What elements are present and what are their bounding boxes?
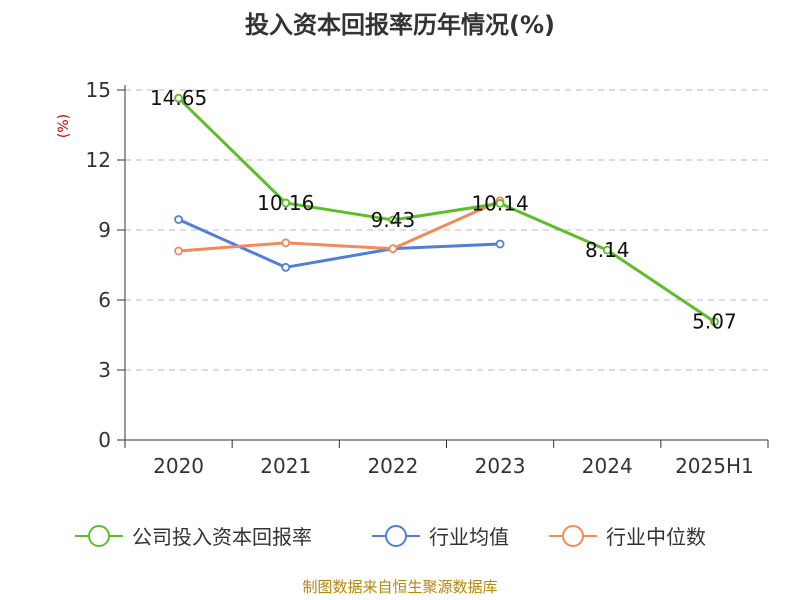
legend-item[interactable]: 行业均值	[372, 525, 509, 549]
legend-label: 公司投入资本回报率	[132, 525, 312, 549]
data-point	[281, 262, 291, 272]
legend-label: 行业均值	[429, 525, 509, 549]
data-point	[388, 244, 398, 254]
x-tick-label: 2021	[260, 454, 311, 478]
data-point	[602, 245, 612, 255]
axis-layer: 0 3 6 9 12 15 2020 2021 2022 2023 2024 2025H1	[86, 78, 769, 478]
y-tick-label: 3	[98, 358, 111, 382]
data-point	[174, 215, 183, 224]
y-tick-label: 15	[86, 78, 111, 102]
data-point	[174, 93, 183, 103]
x-tick-label: 2025H1	[675, 454, 754, 478]
x-tick-label: 2024	[582, 454, 633, 478]
series-line	[177, 97, 716, 323]
legend-marker-icon	[88, 525, 110, 547]
data-label: 9.43	[371, 208, 416, 232]
legend: 公司投入资本回报率 行业均值 行业中位数	[75, 525, 706, 549]
data-label: 10.16	[257, 191, 314, 215]
y-tick-label: 6	[98, 288, 111, 312]
data-label-layer: 14.65 10.16 9.43 10.14 8.14 5.07	[150, 86, 737, 334]
y-tick-label: 12	[86, 148, 111, 172]
data-point	[495, 198, 505, 208]
chart-title: 投入资本回报率历年情况(%)	[245, 11, 555, 39]
series-layer	[174, 93, 719, 327]
x-tick-label: 2022	[367, 454, 418, 478]
data-point	[281, 198, 291, 208]
y-tick-label: 0	[98, 428, 111, 452]
legend-marker-icon	[562, 525, 584, 547]
series-line	[177, 218, 501, 269]
data-label: 8.14	[585, 238, 630, 262]
data-point	[388, 215, 398, 225]
data-label: 5.07	[692, 310, 737, 334]
y-tick-label: 9	[98, 218, 111, 242]
source-note: 制图数据来自恒生聚源数据库	[302, 578, 497, 596]
grid-layer	[125, 89, 768, 371]
series-line	[178, 199, 501, 253]
data-point	[174, 246, 183, 256]
data-label: 10.14	[471, 191, 528, 215]
legend-marker-icon	[385, 525, 407, 547]
legend-label: 行业中位数	[606, 525, 706, 549]
x-tick-label: 2023	[475, 454, 526, 478]
legend-item[interactable]: 行业中位数	[549, 525, 706, 549]
y-axis-label: (%)	[56, 114, 72, 138]
data-label: 14.65	[150, 86, 207, 110]
data-point	[281, 238, 291, 248]
data-point	[495, 239, 505, 249]
data-point	[710, 317, 719, 327]
legend-item[interactable]: 公司投入资本回报率	[75, 525, 312, 549]
x-tick-label: 2020	[153, 454, 204, 478]
